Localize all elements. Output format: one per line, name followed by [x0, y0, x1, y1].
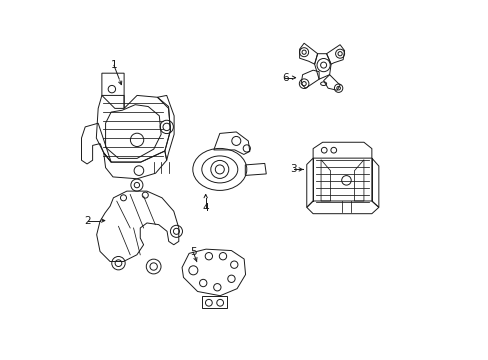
Text: 5: 5: [190, 247, 196, 257]
Text: 6: 6: [281, 73, 288, 83]
Text: 1: 1: [110, 60, 117, 70]
Text: 2: 2: [84, 216, 91, 226]
Text: 4: 4: [202, 203, 208, 213]
Text: 3: 3: [290, 165, 297, 174]
